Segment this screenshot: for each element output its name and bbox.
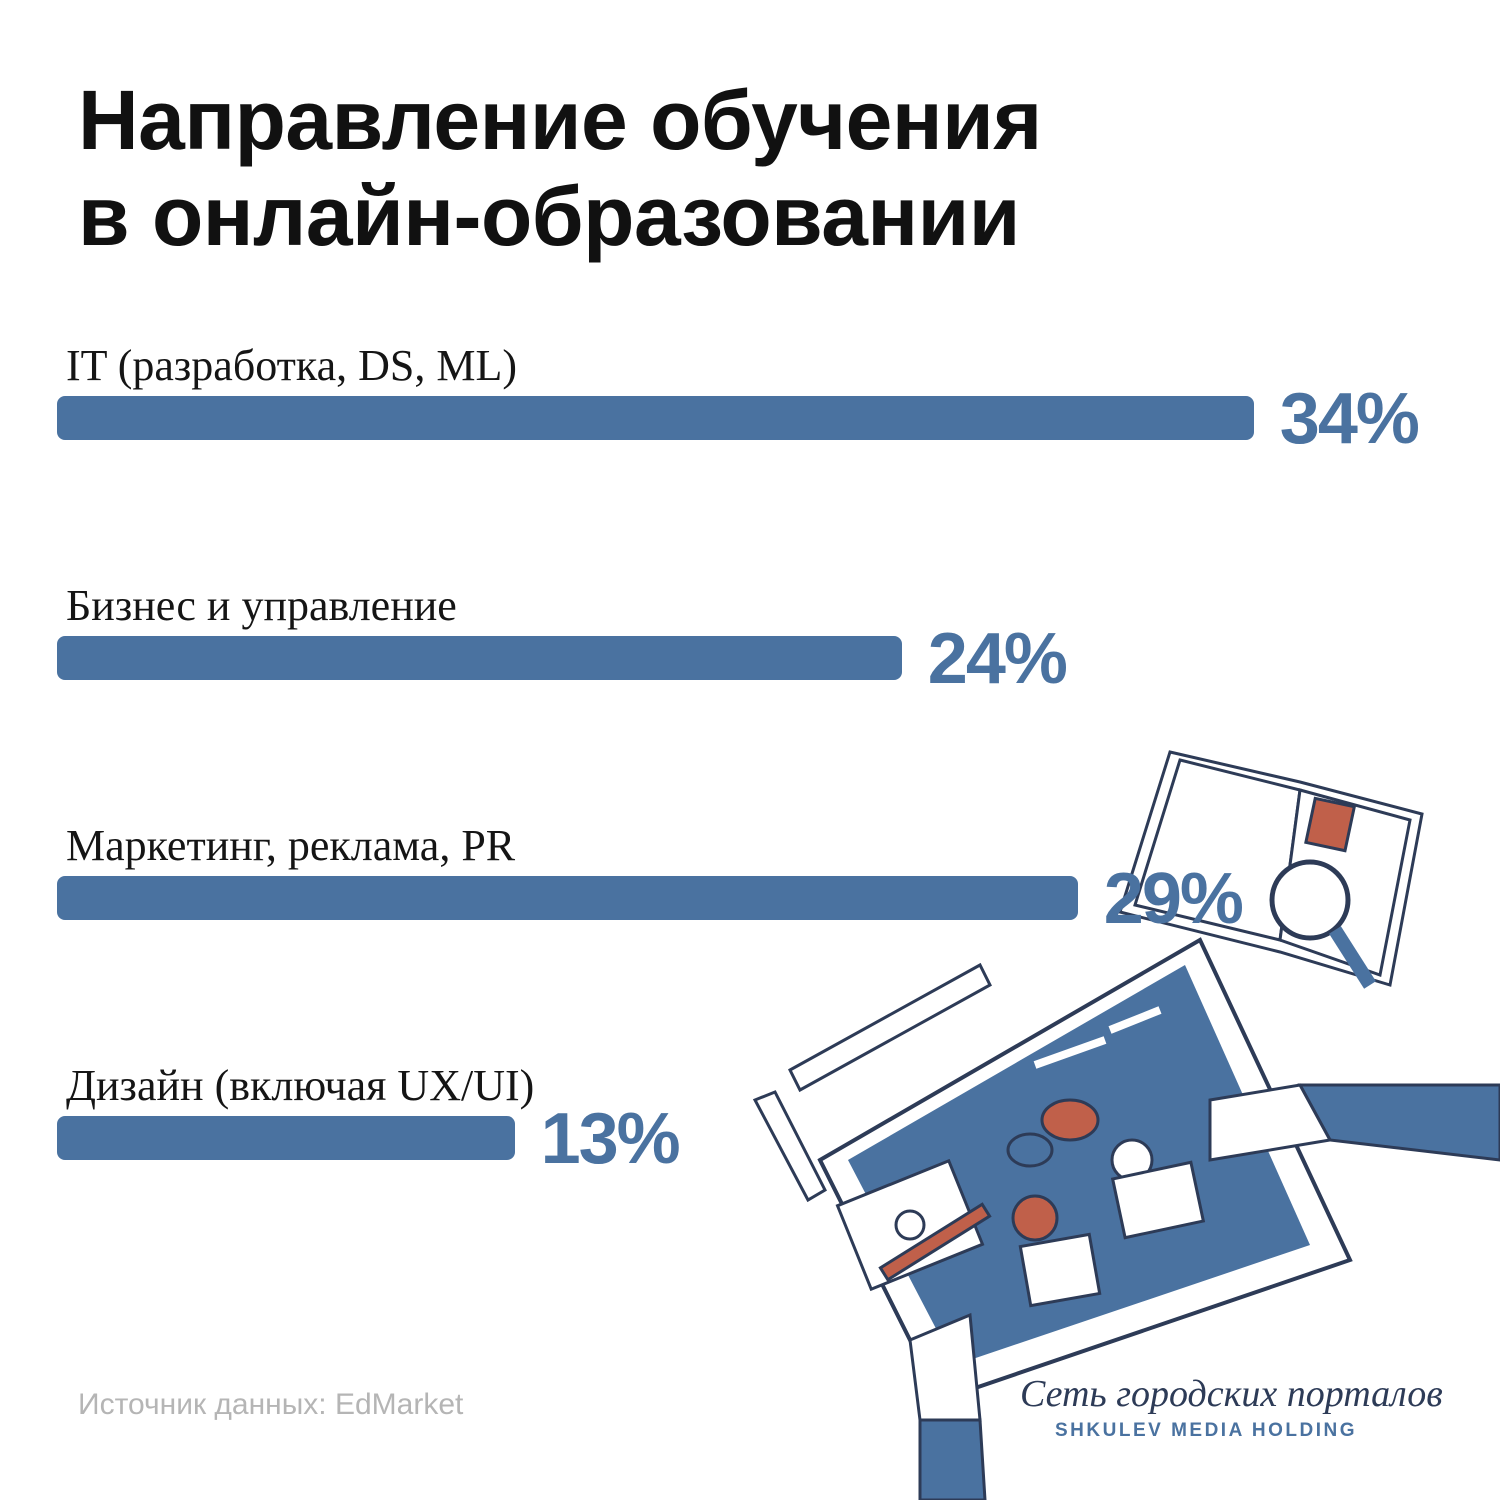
illustration <box>752 750 1500 1500</box>
bar <box>57 1116 515 1160</box>
value-label: 29% <box>1103 859 1244 939</box>
chart-title: Направление обучения в онлайн-образовани… <box>78 73 1042 263</box>
value-label: 13% <box>540 1099 681 1179</box>
category-label: Дизайн (включая UX/UI) <box>66 1061 535 1110</box>
category-label: IT (разработка, DS, ML) <box>66 341 517 390</box>
value-label: 34% <box>1279 379 1420 459</box>
category-label: Бизнес и управление <box>66 581 457 630</box>
bar <box>57 396 1254 440</box>
brand-subtitle: SHKULEV MEDIA HOLDING <box>1055 1420 1357 1441</box>
brand-name: Сеть городских порталов <box>1020 1373 1443 1415</box>
bar <box>57 876 1078 920</box>
bar <box>57 636 902 680</box>
value-label: 24% <box>927 619 1068 699</box>
category-label: Маркетинг, реклама, PR <box>66 821 516 870</box>
source-note: Источник данных: EdMarket <box>78 1388 464 1421</box>
